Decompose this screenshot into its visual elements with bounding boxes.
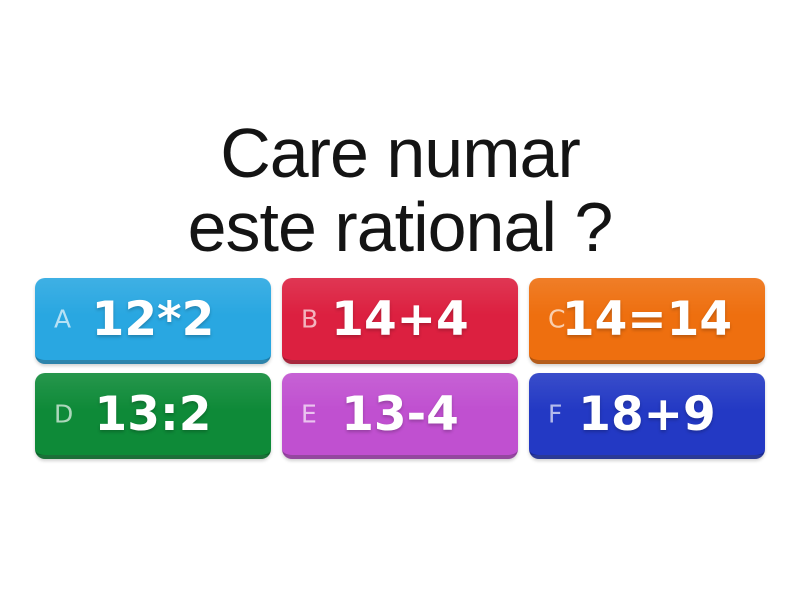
answer-letter: C [548,304,566,334]
answer-letter: A [54,304,72,334]
answer-text: 12*2 [91,291,215,347]
answer-button-c[interactable]: C 14=14 [529,278,765,364]
answer-button-d[interactable]: D 13:2 [35,373,271,459]
answer-text: 13-4 [341,386,459,442]
answer-letter: E [301,399,317,429]
answer-letter: D [54,399,74,429]
answer-button-e[interactable]: E 13-4 [282,373,518,459]
answer-letter: F [548,399,563,429]
answer-button-f[interactable]: F 18+9 [529,373,765,459]
question-title-line2: este rational ? [187,188,614,266]
question-title: Care numar este rational ? [0,116,800,264]
question-title-line1: Care numar [220,114,581,192]
answer-button-b[interactable]: B 14+4 [282,278,518,364]
answer-text: 18+9 [578,386,716,442]
answers-grid: A 12*2 B 14+4 C 14=14 D 13:2 E 13-4 F 18… [35,278,765,459]
answer-letter: B [301,304,319,334]
answer-button-a[interactable]: A 12*2 [35,278,271,364]
answer-text: 14=14 [561,291,733,347]
answer-text: 14+4 [331,291,469,347]
answer-text: 13:2 [94,386,212,442]
